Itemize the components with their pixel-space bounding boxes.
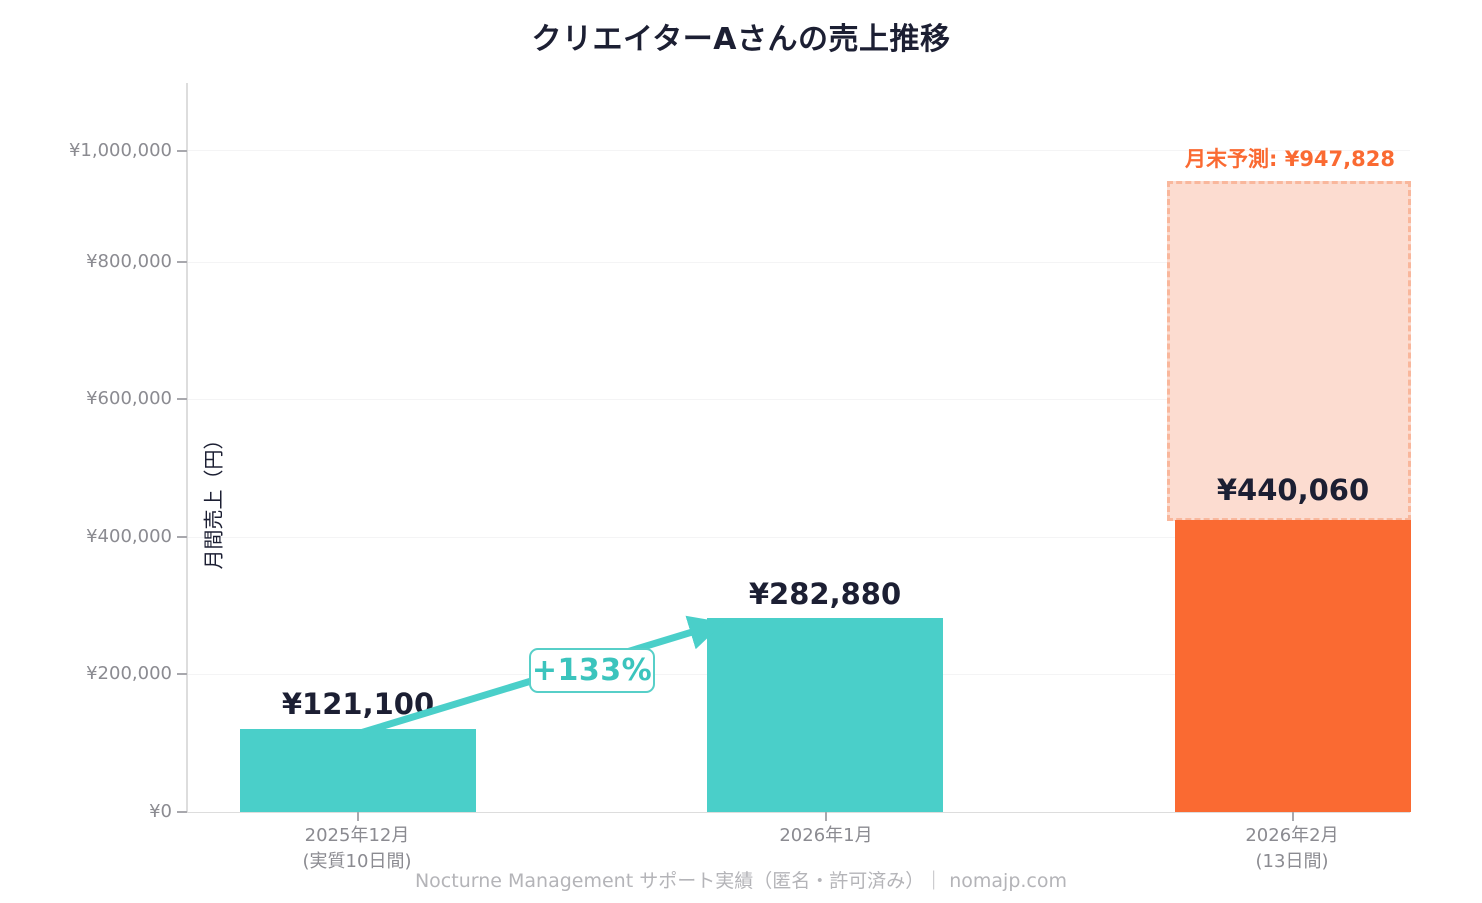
gridline-400000 <box>188 537 1410 538</box>
y-tick-mark-0 <box>177 811 187 813</box>
bar-2026-02[interactable] <box>1175 520 1411 812</box>
x-tick-label-2-main: 2026年2月 <box>1245 825 1339 846</box>
x-tick-label-0-main: 2025年12月 <box>304 825 410 846</box>
x-tick-label-0-sub: (実質10日間) <box>302 851 412 873</box>
y-tick-mark-400000 <box>177 536 187 538</box>
growth-percent-badge: +133% <box>529 648 655 693</box>
bar-value-label-2026-02: ¥440,060 <box>1216 473 1370 507</box>
y-tick-label-1000000: ¥1,000,000 <box>68 140 172 161</box>
chart-title: クリエイターAさんの売上推移 <box>531 22 951 57</box>
y-axis-spine <box>186 83 188 813</box>
bar-2025-12[interactable] <box>240 729 476 812</box>
bar-2026-01[interactable] <box>707 618 943 812</box>
bar-value-label-2025-12: ¥121,100 <box>281 687 435 721</box>
x-tick-mark-0 <box>357 812 359 821</box>
y-tick-mark-1000000 <box>177 150 187 152</box>
x-tick-label-1: 2026年1月 <box>706 823 946 849</box>
y-tick-label-200000: ¥200,000 <box>86 663 172 684</box>
x-tick-label-0: 2025年12月 (実質10日間) <box>237 823 477 875</box>
x-axis-spine <box>186 812 1410 813</box>
x-tick-label-1-main: 2026年1月 <box>779 825 873 846</box>
chart-footer: Nocturne Management サポート実績（匿名・許可済み）｜ nom… <box>414 870 1068 892</box>
y-tick-mark-200000 <box>177 673 187 675</box>
x-tick-mark-1 <box>825 812 827 821</box>
gridline-1000000 <box>188 150 1410 151</box>
y-tick-label-0: ¥0 <box>149 801 172 822</box>
y-tick-label-600000: ¥600,000 <box>86 388 172 409</box>
forecast-range-box <box>1167 181 1411 521</box>
y-tick-label-800000: ¥800,000 <box>86 251 172 272</box>
x-tick-mark-2 <box>1292 812 1294 821</box>
bar-value-label-2026-01: ¥282,880 <box>748 577 902 611</box>
gridline-600000 <box>188 399 1410 400</box>
forecast-label: 月末予測: ¥947,828 <box>1185 147 1395 171</box>
gridline-800000 <box>188 262 1410 263</box>
x-tick-label-2-sub: (13日間) <box>1255 851 1329 873</box>
y-tick-mark-600000 <box>177 398 187 400</box>
x-tick-label-2: 2026年2月 (13日間) <box>1172 823 1412 875</box>
y-tick-mark-800000 <box>177 261 187 263</box>
y-tick-label-400000: ¥400,000 <box>86 526 172 547</box>
